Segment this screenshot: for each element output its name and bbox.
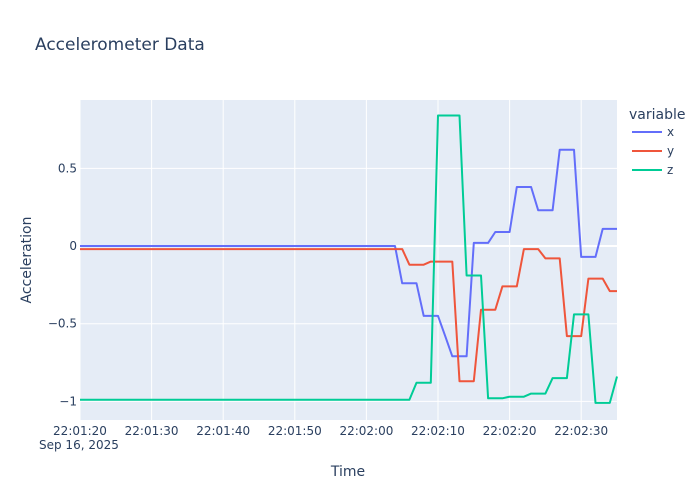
plot-area	[80, 100, 617, 420]
legend-label: y	[667, 144, 674, 158]
legend-item-x[interactable]: x	[632, 125, 674, 139]
x-axis-ticks: 22:01:20 22:01:30 22:01:40 22:01:50 22:02:00…	[53, 424, 608, 438]
x-tick-label: 22:01:30	[125, 424, 179, 438]
legend[interactable]: variable xyz	[629, 107, 685, 177]
x-tick-label: 22:01:50	[268, 424, 322, 438]
x-axis-title: Time	[330, 464, 365, 480]
series-line-x	[80, 148, 617, 358]
legend-label: x	[667, 125, 674, 139]
y-tick-label: −1	[59, 394, 77, 408]
series-line-y	[80, 248, 617, 383]
legend-item-z[interactable]: z	[632, 163, 673, 177]
legend-items[interactable]: xyz	[632, 125, 674, 177]
y-axis-ticks: 0.5 0 −0.5 −1	[48, 161, 77, 408]
x-axis-date-label: Sep 16, 2025	[39, 438, 119, 452]
y-axis-title: Acceleration	[19, 217, 35, 304]
series-lines	[80, 114, 618, 404]
legend-item-y[interactable]: y	[632, 144, 674, 158]
x-tick-label: 22:02:00	[339, 424, 393, 438]
x-tick-label: 22:01:20	[53, 424, 107, 438]
chart-title: Accelerometer Data	[35, 35, 205, 55]
y-tick-label: 0	[69, 239, 77, 253]
x-tick-label: 22:02:30	[554, 424, 608, 438]
x-tick-label: 22:01:40	[196, 424, 250, 438]
series-line-z	[80, 114, 618, 404]
y-tick-label: 0.5	[58, 161, 77, 175]
legend-title: variable	[629, 107, 685, 123]
y-tick-label: −0.5	[48, 317, 77, 331]
x-tick-label: 22:02:20	[483, 424, 537, 438]
x-tick-label: 22:02:10	[411, 424, 465, 438]
legend-label: z	[667, 163, 673, 177]
